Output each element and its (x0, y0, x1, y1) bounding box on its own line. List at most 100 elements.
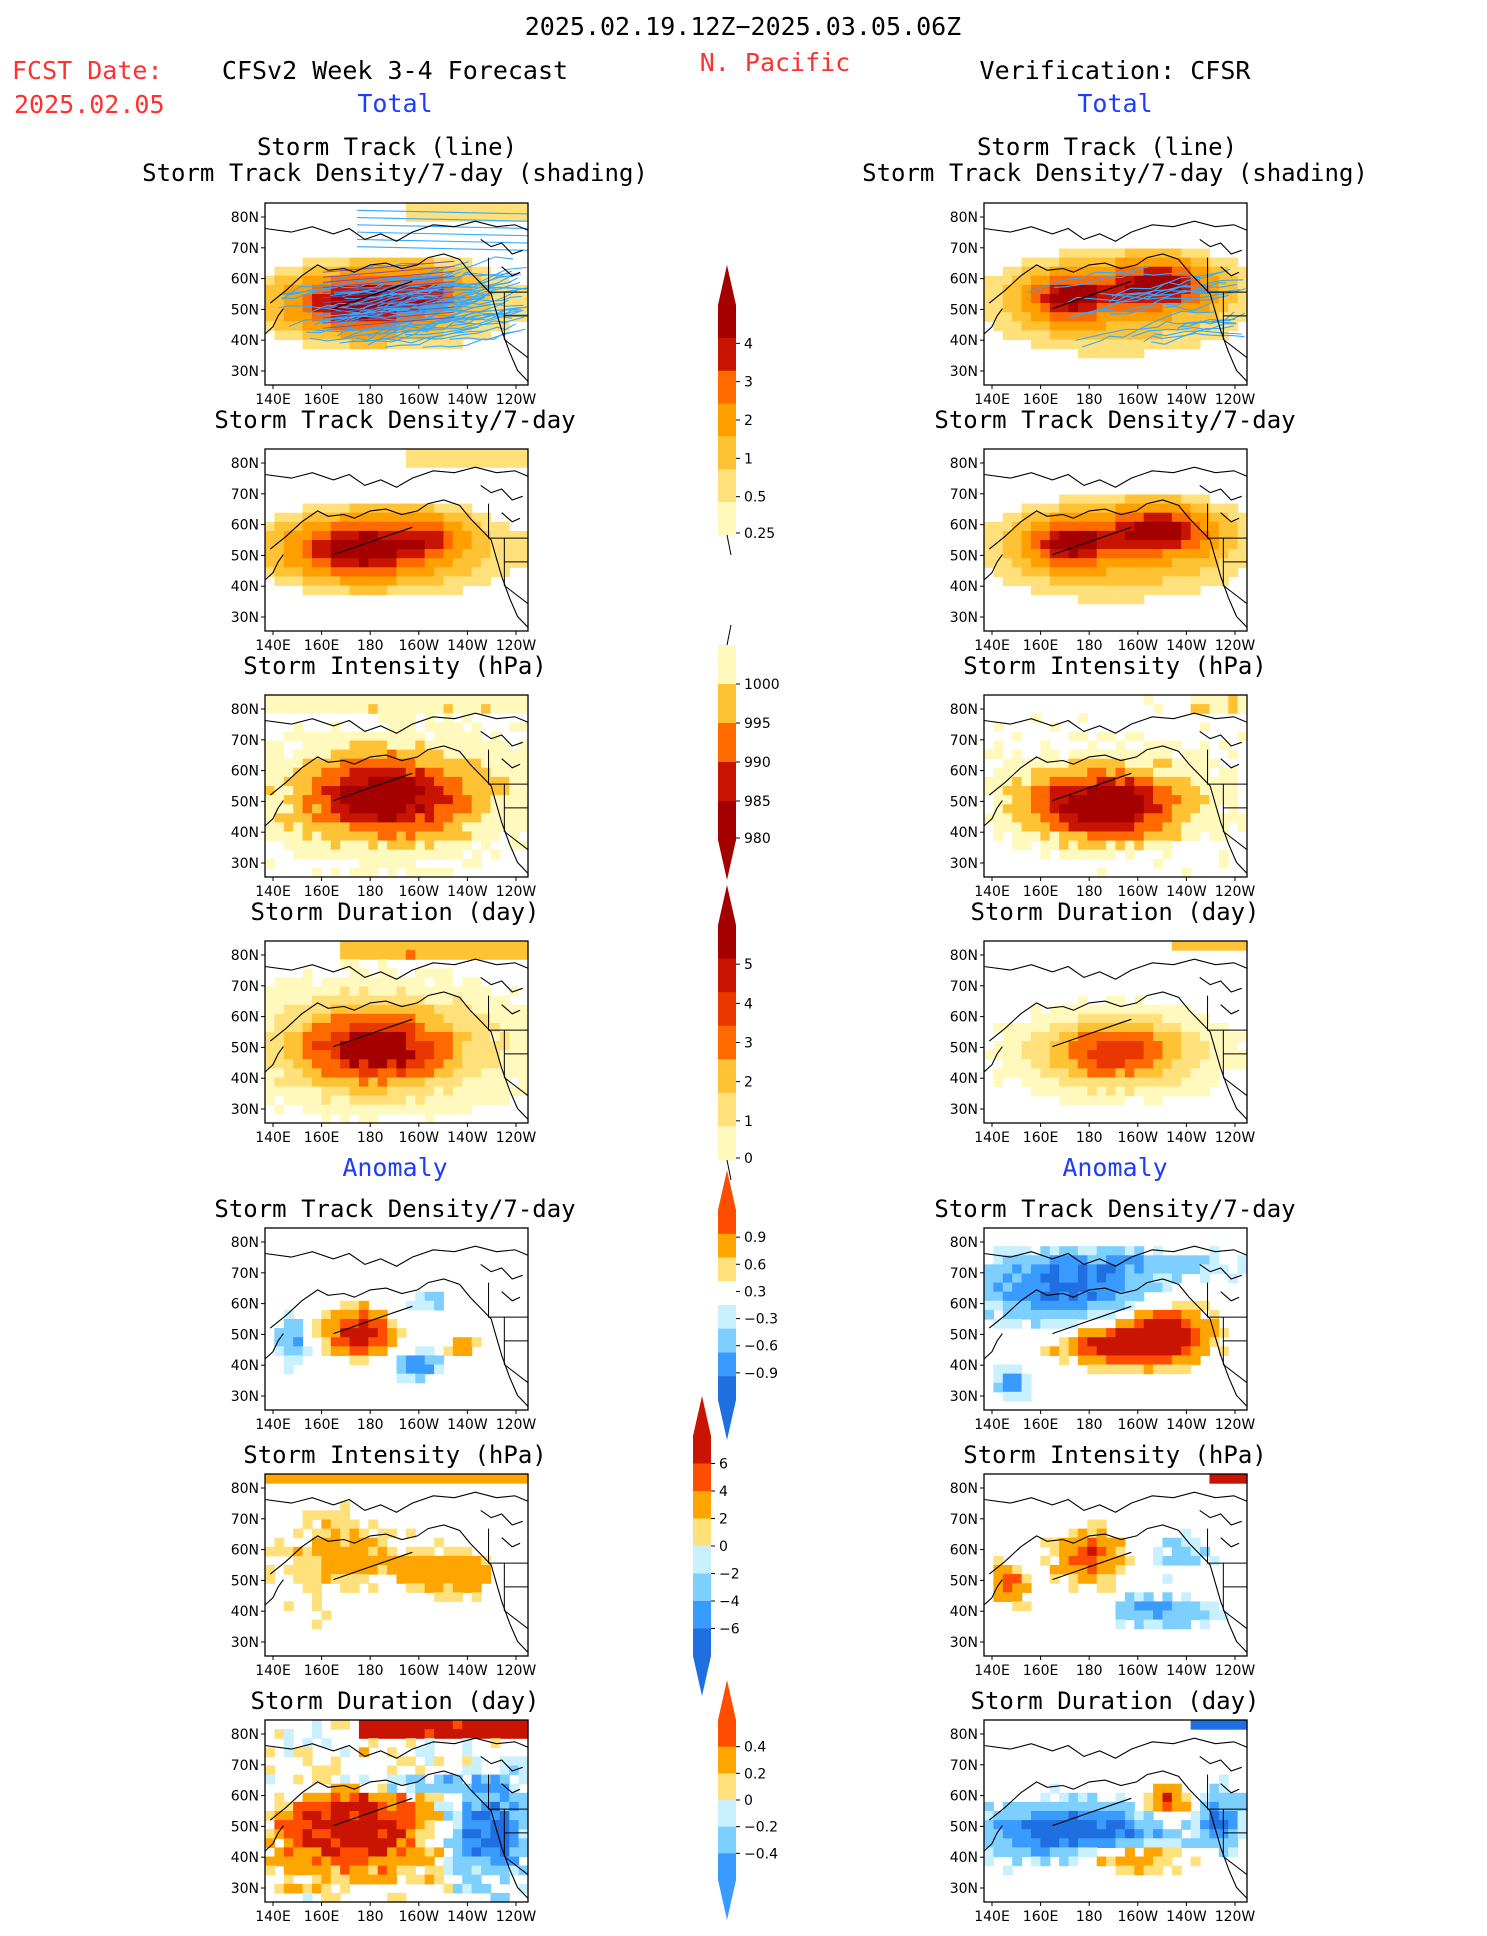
shade-cell (274, 804, 285, 814)
shade-cell (330, 1519, 341, 1530)
shade-cell (1021, 840, 1032, 851)
shade-cell (452, 695, 463, 705)
shade-cell (481, 749, 492, 760)
shade-cell (1059, 849, 1070, 860)
shade-cell (1049, 521, 1060, 532)
shade-cell (1190, 1059, 1201, 1069)
shade-cell (1181, 786, 1192, 796)
shade-cell (1190, 813, 1201, 823)
shade-cell (330, 585, 341, 596)
shade-cell (349, 1820, 360, 1830)
shade-cell (349, 1838, 360, 1848)
shade-cell (424, 840, 435, 851)
shade-cell (1106, 1255, 1117, 1265)
shade-cell (1237, 512, 1248, 523)
shade-cell (1040, 1086, 1051, 1097)
storm-track-line (322, 291, 455, 304)
shade-cell (443, 458, 454, 468)
shade-cell (509, 695, 520, 705)
shade-cell (1077, 758, 1088, 769)
shade-cell (1134, 558, 1145, 568)
shade-cell (302, 1565, 313, 1575)
shade-cell (1153, 1264, 1164, 1275)
shade-cell (1237, 695, 1248, 705)
shade-cell (1030, 1255, 1041, 1265)
lon-tick-label: 180 (1076, 1909, 1103, 1925)
shade-cell (1106, 567, 1117, 577)
shade-cell (368, 549, 379, 559)
shade-cell (349, 1059, 360, 1069)
shade-cell (1115, 494, 1126, 505)
shade-cell (509, 449, 520, 459)
shade-cell (405, 1856, 416, 1867)
shade-cell (462, 1095, 473, 1106)
shade-cell (377, 558, 388, 568)
shade-cell (1030, 1820, 1041, 1830)
shade-cell (311, 1829, 322, 1839)
shade-cell (405, 749, 416, 760)
shade-cell (1068, 303, 1079, 313)
shade-cell (405, 804, 416, 814)
lat-tick-label: 80N (950, 1481, 978, 1497)
shade-cell (311, 1013, 322, 1024)
shade-cell (1059, 776, 1070, 787)
shade-cell (471, 695, 482, 705)
shade-cell (1068, 549, 1079, 559)
shade-cell (377, 1319, 388, 1329)
coastline (333, 1551, 413, 1581)
shade-cell (1181, 521, 1192, 532)
shade-cell (1068, 1246, 1079, 1256)
shade-cell (434, 203, 445, 213)
shade-cell (443, 1883, 454, 1894)
shade-cell (1209, 1022, 1220, 1033)
lat-tick-label: 70N (950, 979, 978, 995)
shade-cell (443, 521, 454, 532)
shade-cell (993, 1300, 1004, 1311)
shade-cell (462, 1004, 473, 1015)
shade-cell (434, 339, 445, 350)
shade-cell (1049, 786, 1060, 796)
shade-cell (330, 1104, 341, 1115)
shade-cell (265, 1013, 275, 1024)
shade-cell (1209, 1610, 1220, 1621)
shade-cell (1059, 1820, 1070, 1830)
shade-cell (405, 1474, 416, 1484)
shade-cell (302, 1068, 313, 1079)
shade-cell (993, 1291, 1004, 1302)
shade-cell (302, 1059, 313, 1069)
colorbar-segment (718, 1257, 736, 1282)
lat-tick-label: 60N (231, 1010, 259, 1026)
shade-cell (1087, 1291, 1098, 1302)
shade-cell (490, 1811, 501, 1821)
shade-cell (368, 840, 379, 851)
shade-cell (462, 330, 473, 341)
shade-cell (471, 822, 482, 833)
shade-cell (1040, 312, 1051, 322)
shade-cell (1030, 1032, 1041, 1042)
shade-cell (481, 1883, 492, 1894)
shade-cell (1134, 1309, 1145, 1320)
shade-cell (1115, 995, 1126, 1006)
shade-cell (471, 1032, 482, 1042)
shade-cell (265, 1865, 275, 1876)
shade-cell (387, 330, 398, 341)
shade-cell (509, 1729, 520, 1739)
map-frame (983, 694, 1248, 878)
shade-cell (443, 203, 454, 213)
shade-cell (368, 1738, 379, 1748)
shade-cell (490, 1829, 501, 1839)
coastline (983, 800, 1003, 827)
shade-cell (1106, 257, 1117, 268)
shade-cell (358, 822, 369, 833)
shade-cell (283, 1309, 294, 1320)
shade-cell (1002, 1565, 1013, 1575)
shade-cell (321, 1041, 332, 1051)
shade-cell (424, 749, 435, 760)
colorbar-label: 0 (744, 1793, 753, 1809)
shade-cell (1049, 1829, 1060, 1839)
shade-cell (1002, 540, 1013, 550)
shade-cell (1059, 549, 1070, 559)
shade-cell (1077, 1255, 1088, 1265)
shade-cell (993, 804, 1004, 814)
